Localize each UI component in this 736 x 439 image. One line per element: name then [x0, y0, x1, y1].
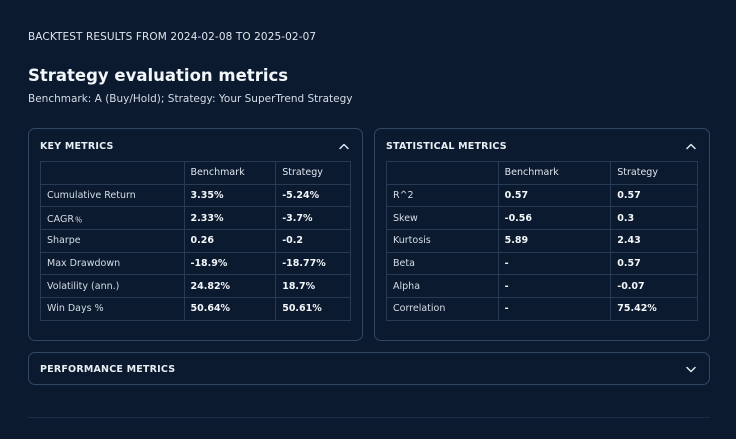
section-divider — [28, 417, 710, 418]
column-header — [386, 161, 499, 185]
metric-label: Alpha — [386, 274, 499, 299]
page-subtitle: Benchmark: A (Buy/Hold); Strategy: Your … — [28, 93, 353, 105]
metric-label: Cumulative Return — [40, 183, 185, 208]
strategy-value: 18.7% — [275, 274, 351, 299]
column-header-benchmark: Benchmark — [497, 161, 612, 185]
statistical-metrics-panel: STATISTICAL METRICS Benchmark Strategy R… — [374, 128, 710, 341]
table-row: Max Drawdown -18.9% -18.77% — [40, 251, 351, 276]
benchmark-value: - — [497, 297, 612, 321]
strategy-value: -0.07 — [610, 274, 698, 299]
strategy-value: -3.7% — [275, 206, 351, 231]
statistical-metrics-table: Benchmark Strategy R^2 0.57 0.57 Skew -0… — [386, 161, 698, 321]
chevron-up-icon[interactable] — [684, 139, 698, 153]
table-row: Beta - 0.57 — [386, 251, 698, 276]
strategy-value: 2.43 — [610, 229, 698, 253]
page-title: Strategy evaluation metrics — [28, 66, 289, 85]
strategy-value: -5.24% — [275, 183, 351, 208]
table-row: Win Days % 50.64% 50.61% — [40, 297, 351, 321]
key-metrics-header[interactable]: KEY METRICS — [40, 138, 351, 154]
table-row: CAGR﹪ 2.33% -3.7% — [40, 206, 351, 231]
strategy-value: -0.2 — [275, 229, 351, 253]
table-row: R^2 0.57 0.57 — [386, 183, 698, 208]
benchmark-value: - — [497, 274, 612, 299]
column-header-benchmark: Benchmark — [183, 161, 277, 185]
performance-metrics-panel[interactable]: PERFORMANCE METRICS — [28, 352, 710, 385]
strategy-value: 0.57 — [610, 183, 698, 208]
benchmark-value: - — [497, 251, 612, 276]
benchmark-value: -18.9% — [183, 251, 277, 276]
benchmark-value: 3.35% — [183, 183, 277, 208]
metric-label: R^2 — [386, 183, 499, 208]
benchmark-value: 0.26 — [183, 229, 277, 253]
backtest-range-title: BACKTEST RESULTS FROM 2024-02-08 TO 2025… — [28, 31, 317, 43]
chevron-up-icon[interactable] — [337, 139, 351, 153]
table-row: Alpha - -0.07 — [386, 274, 698, 299]
strategy-value: 50.61% — [275, 297, 351, 321]
metric-label: Max Drawdown — [40, 251, 185, 276]
table-row: Volatility (ann.) 24.82% 18.7% — [40, 274, 351, 299]
column-header-strategy: Strategy — [275, 161, 351, 185]
statistical-metrics-header[interactable]: STATISTICAL METRICS — [386, 138, 698, 154]
metric-label: Volatility (ann.) — [40, 274, 185, 299]
metric-label: Kurtosis — [386, 229, 499, 253]
benchmark-value: 0.57 — [497, 183, 612, 208]
benchmark-value: 2.33% — [183, 206, 277, 231]
key-metrics-title: KEY METRICS — [40, 140, 114, 152]
benchmark-value: -0.56 — [497, 206, 612, 231]
metric-label: Sharpe — [40, 229, 185, 253]
performance-metrics-title: PERFORMANCE METRICS — [40, 363, 176, 375]
table-header-row: Benchmark Strategy — [40, 161, 351, 185]
metric-label: Beta — [386, 251, 499, 276]
strategy-value: -18.77% — [275, 251, 351, 276]
table-row: Kurtosis 5.89 2.43 — [386, 229, 698, 253]
benchmark-value: 24.82% — [183, 274, 277, 299]
table-row: Sharpe 0.26 -0.2 — [40, 229, 351, 253]
performance-metrics-header[interactable]: PERFORMANCE METRICS — [40, 361, 698, 377]
strategy-value: 75.42% — [610, 297, 698, 321]
key-metrics-panel: KEY METRICS Benchmark Strategy Cumulativ… — [28, 128, 363, 341]
metric-label: Win Days % — [40, 297, 185, 321]
column-header-strategy: Strategy — [610, 161, 698, 185]
statistical-metrics-title: STATISTICAL METRICS — [386, 140, 507, 152]
table-row: Correlation - 75.42% — [386, 297, 698, 321]
benchmark-value: 5.89 — [497, 229, 612, 253]
column-header — [40, 161, 185, 185]
strategy-value: 0.57 — [610, 251, 698, 276]
table-header-row: Benchmark Strategy — [386, 161, 698, 185]
benchmark-value: 50.64% — [183, 297, 277, 321]
metric-label: Skew — [386, 206, 499, 231]
chevron-down-icon[interactable] — [684, 362, 698, 376]
metric-label: Correlation — [386, 297, 499, 321]
key-metrics-table: Benchmark Strategy Cumulative Return 3.3… — [40, 161, 351, 321]
strategy-value: 0.3 — [610, 206, 698, 231]
metric-label: CAGR﹪ — [40, 206, 185, 231]
table-row: Skew -0.56 0.3 — [386, 206, 698, 231]
table-row: Cumulative Return 3.35% -5.24% — [40, 183, 351, 208]
